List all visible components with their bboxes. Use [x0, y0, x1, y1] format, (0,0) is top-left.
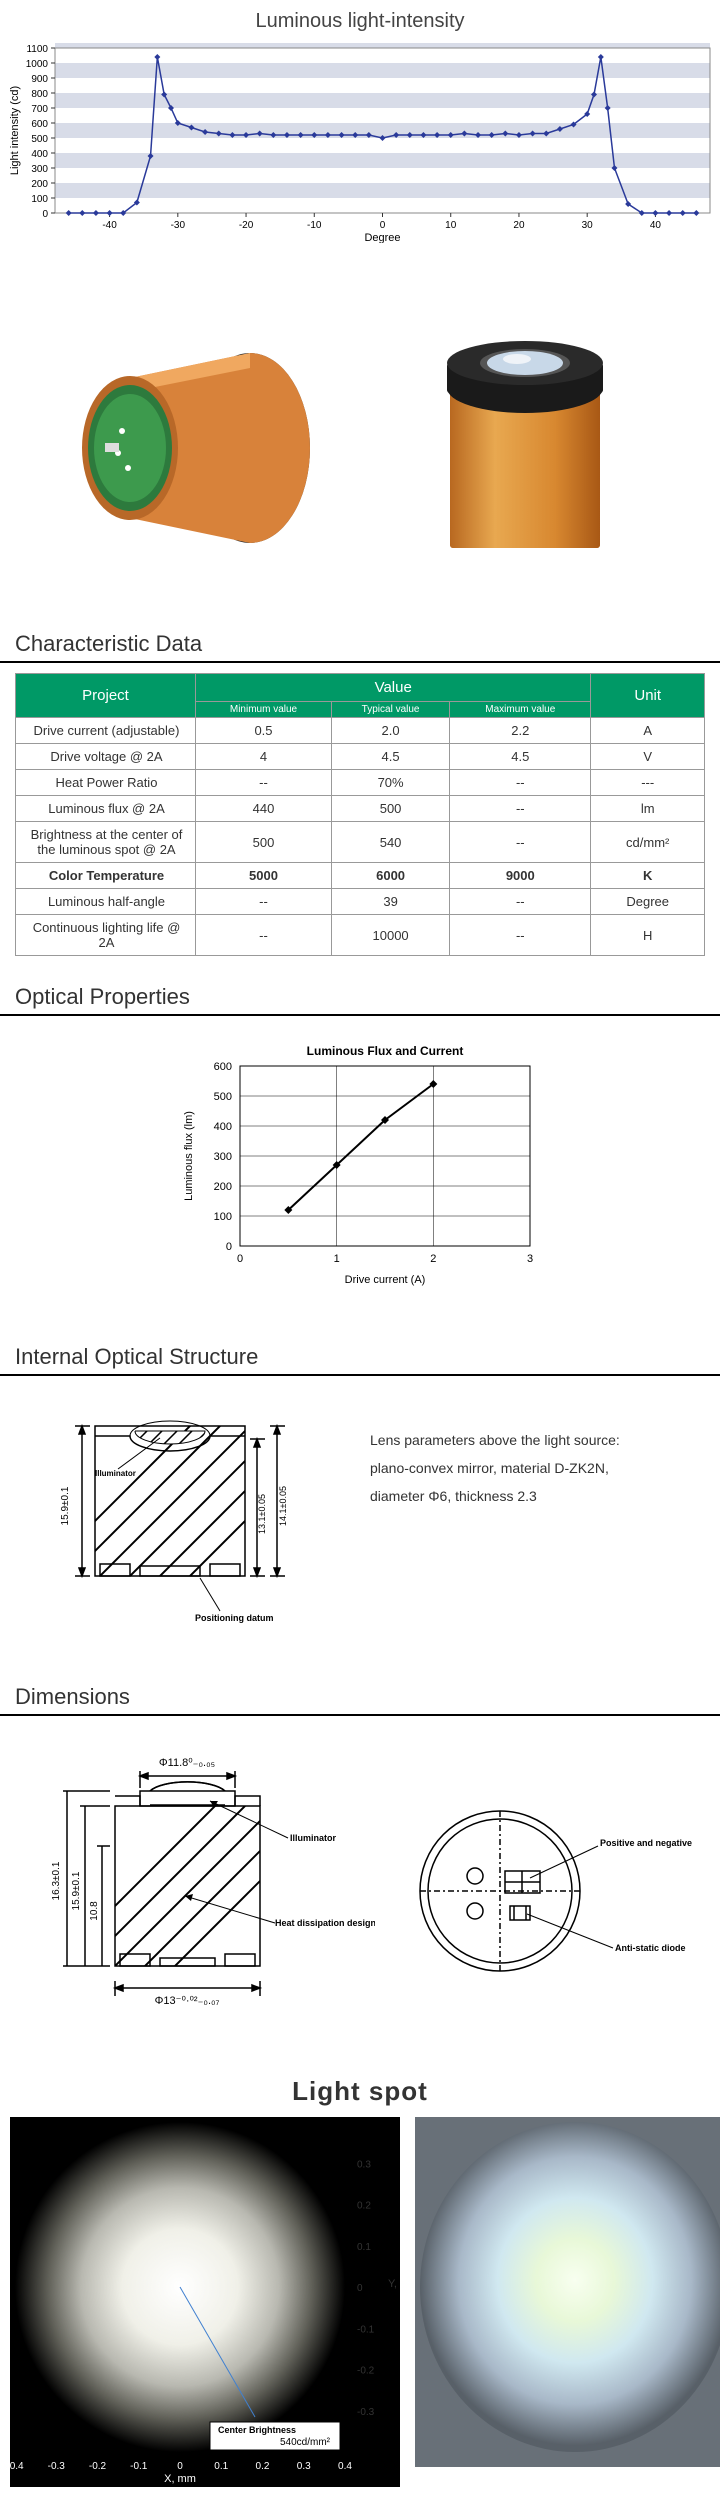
svg-text:0.2: 0.2	[256, 2461, 270, 2472]
svg-text:800: 800	[31, 89, 48, 100]
svg-text:Φ13⁻⁰·⁰²₋₀.₀₇: Φ13⁻⁰·⁰²₋₀.₀₇	[155, 1995, 220, 2007]
svg-text:15.9±0.1: 15.9±0.1	[60, 1486, 71, 1525]
svg-text:0.4: 0.4	[338, 2461, 352, 2472]
svg-text:0.3: 0.3	[357, 2159, 371, 2170]
svg-text:540cd/mm²: 540cd/mm²	[280, 2437, 331, 2448]
flux-current-chart: 0 100 200 300 400 500 600 0 1 2 3 Luminous Flux and…	[170, 1041, 550, 1291]
dimensions-heading: Dimensions	[0, 1676, 720, 1716]
luminous-intensity-section: Luminous light-intensity 010020030040050…	[0, 0, 720, 243]
svg-text:0.1: 0.1	[214, 2461, 228, 2472]
internal-structure-diagram: 15.9±0.1 13.1±0.05 14.1±0.05 Illuminator…	[40, 1406, 320, 1636]
luminous-chart: 010020030040050060070080090010001100-40-…	[0, 43, 720, 243]
svg-text:0: 0	[357, 2283, 363, 2294]
characteristic-table: ProjectValueUnitMinimum valueTypical val…	[15, 673, 705, 956]
svg-text:Illuminator: Illuminator	[95, 1469, 136, 1478]
svg-text:500: 500	[214, 1091, 232, 1103]
svg-text:900: 900	[31, 74, 48, 85]
svg-text:30: 30	[582, 220, 594, 231]
svg-text:X, mm: X, mm	[164, 2473, 196, 2485]
svg-text:0.2: 0.2	[357, 2201, 371, 2212]
svg-text:-0.3: -0.3	[357, 2407, 375, 2418]
svg-text:1: 1	[334, 1253, 340, 1265]
svg-text:600: 600	[31, 119, 48, 130]
svg-text:Y, mm: Y, mm	[388, 2278, 400, 2290]
internal-heading: Internal Optical Structure	[0, 1336, 720, 1376]
svg-text:100: 100	[31, 194, 48, 205]
svg-text:-0.4: -0.4	[10, 2461, 24, 2472]
svg-text:3: 3	[527, 1253, 533, 1265]
svg-text:400: 400	[214, 1121, 232, 1133]
lightspot-simulation: -0.4 -0.3 -0.3 -0.2 -0.2 -0.1 -0.1 0 0 0.1 0.1 0.2 0…	[10, 2117, 400, 2487]
svg-text:0: 0	[226, 1241, 232, 1253]
svg-text:16.3±0.1: 16.3±0.1	[51, 1861, 62, 1900]
svg-text:600: 600	[214, 1061, 232, 1073]
svg-text:10.8: 10.8	[89, 1901, 100, 1921]
product-render-image	[60, 303, 340, 583]
svg-text:Illuminator: Illuminator	[290, 1833, 336, 1843]
svg-text:40: 40	[650, 220, 662, 231]
dimensions-bottom-diagram: Positive and negative pads Anti-static d…	[405, 1746, 685, 1976]
internal-structure-section: Internal Optical Structure	[0, 1336, 720, 1656]
svg-text:Positioning datum: Positioning datum	[195, 1613, 274, 1623]
svg-text:0.1: 0.1	[357, 2242, 371, 2253]
svg-text:Light intensity (cd): Light intensity (cd)	[9, 86, 21, 175]
svg-text:1000: 1000	[26, 59, 49, 70]
lens-line-2: plano-convex mirror, material D-ZK2N,	[370, 1454, 620, 1482]
svg-text:Positive and negative pads: Positive and negative pads	[600, 1838, 695, 1848]
svg-text:Φ11.8⁰₋₀.₀₅: Φ11.8⁰₋₀.₀₅	[159, 1757, 215, 1769]
dimensions-section: Dimensions	[0, 1676, 720, 2046]
optical-properties-section: Optical Properties 0 100 200 300 400 500 600 0 1…	[0, 976, 720, 1316]
svg-text:-20: -20	[239, 220, 254, 231]
characteristic-data-section: Characteristic Data ProjectValueUnitMini…	[0, 623, 720, 956]
svg-text:-0.2: -0.2	[89, 2461, 107, 2472]
svg-text:400: 400	[31, 149, 48, 160]
lightspot-heading: Light spot	[0, 2066, 720, 2117]
svg-text:100: 100	[214, 1211, 232, 1223]
svg-text:10: 10	[445, 220, 457, 231]
luminous-chart-title: Luminous light-intensity	[0, 0, 720, 43]
svg-text:500: 500	[31, 134, 48, 145]
lightspot-section: Light spot -0.4 -0.3 -0.3 -0.2 -0.2 -0.1 -0.1 0…	[0, 2066, 720, 2487]
svg-text:Luminous flux (lm): Luminous flux (lm)	[183, 1111, 195, 1201]
svg-text:300: 300	[214, 1151, 232, 1163]
svg-text:700: 700	[31, 104, 48, 115]
lens-line-3: diameter Φ6, thickness 2.3	[370, 1482, 620, 1510]
lightspot-photo	[415, 2117, 720, 2467]
svg-text:Luminous Flux and Current: Luminous Flux and Current	[307, 1044, 464, 1058]
svg-text:20: 20	[513, 220, 525, 231]
lens-parameters-text: Lens parameters above the light source: …	[370, 1406, 620, 1510]
svg-text:0.3: 0.3	[297, 2461, 311, 2472]
optical-heading: Optical Properties	[0, 976, 720, 1016]
svg-text:0: 0	[177, 2461, 183, 2472]
characteristic-heading: Characteristic Data	[0, 623, 720, 663]
product-photo-image	[380, 303, 660, 583]
dimensions-side-diagram: Φ11.8⁰₋₀.₀₅ Φ13⁻⁰·⁰²₋₀.₀₇ 16.3±0.1 15.9±…	[35, 1746, 375, 2026]
svg-text:-40: -40	[102, 220, 117, 231]
svg-text:2: 2	[430, 1253, 436, 1265]
svg-text:300: 300	[31, 164, 48, 175]
svg-text:-0.1: -0.1	[357, 2324, 375, 2335]
svg-text:-0.2: -0.2	[357, 2366, 375, 2377]
svg-text:-0.3: -0.3	[48, 2461, 66, 2472]
svg-text:Degree: Degree	[364, 232, 400, 243]
svg-text:Heat dissipation design: Heat dissipation design	[275, 1918, 375, 1928]
svg-text:-10: -10	[307, 220, 322, 231]
svg-text:-0.1: -0.1	[130, 2461, 148, 2472]
svg-text:Anti-static diode: Anti-static diode	[615, 1943, 686, 1953]
svg-text:Drive current (A): Drive current (A)	[345, 1274, 426, 1286]
lens-line-1: Lens parameters above the light source:	[370, 1426, 620, 1454]
svg-text:Center Brightness: Center Brightness	[218, 2425, 296, 2435]
svg-text:13.1±0.05: 13.1±0.05	[257, 1494, 267, 1534]
product-images-row	[0, 263, 720, 623]
svg-text:15.9±0.1: 15.9±0.1	[71, 1871, 82, 1910]
svg-text:0: 0	[380, 220, 386, 231]
svg-text:0: 0	[237, 1253, 243, 1265]
svg-text:1100: 1100	[26, 44, 48, 55]
svg-text:200: 200	[214, 1181, 232, 1193]
svg-text:200: 200	[31, 179, 48, 190]
svg-text:-30: -30	[171, 220, 186, 231]
svg-text:14.1±0.05: 14.1±0.05	[278, 1486, 288, 1526]
svg-text:0: 0	[42, 209, 48, 220]
